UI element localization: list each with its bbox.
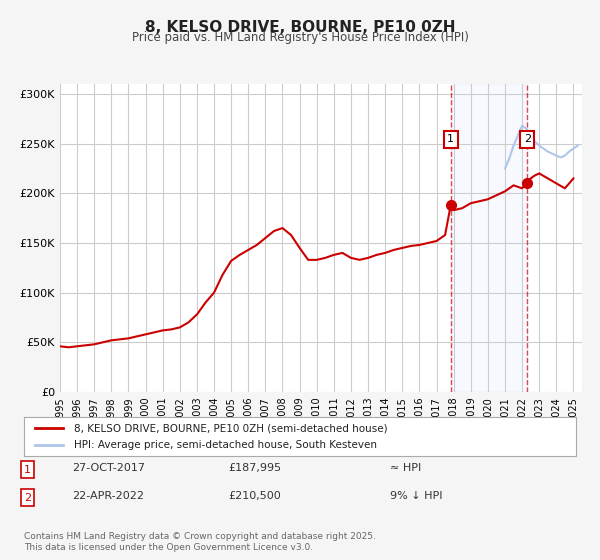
Text: 8, KELSO DRIVE, BOURNE, PE10 0ZH (semi-detached house): 8, KELSO DRIVE, BOURNE, PE10 0ZH (semi-d… [74,423,388,433]
Text: 1: 1 [24,465,31,475]
Text: £187,995: £187,995 [228,463,281,473]
Text: HPI: Average price, semi-detached house, South Kesteven: HPI: Average price, semi-detached house,… [74,440,377,450]
Text: 9% ↓ HPI: 9% ↓ HPI [390,491,443,501]
Text: £210,500: £210,500 [228,491,281,501]
Text: 8, KELSO DRIVE, BOURNE, PE10 0ZH: 8, KELSO DRIVE, BOURNE, PE10 0ZH [145,20,455,35]
Text: ≈ HPI: ≈ HPI [390,463,421,473]
Text: 2: 2 [24,493,31,503]
Text: 2: 2 [524,134,531,144]
Text: Price paid vs. HM Land Registry's House Price Index (HPI): Price paid vs. HM Land Registry's House … [131,31,469,44]
Text: 27-OCT-2017: 27-OCT-2017 [72,463,145,473]
Text: 1: 1 [447,134,454,144]
Bar [451,84,527,392]
Text: Contains HM Land Registry data © Crown copyright and database right 2025.
This d: Contains HM Land Registry data © Crown c… [24,532,376,552]
Text: 22-APR-2022: 22-APR-2022 [72,491,144,501]
